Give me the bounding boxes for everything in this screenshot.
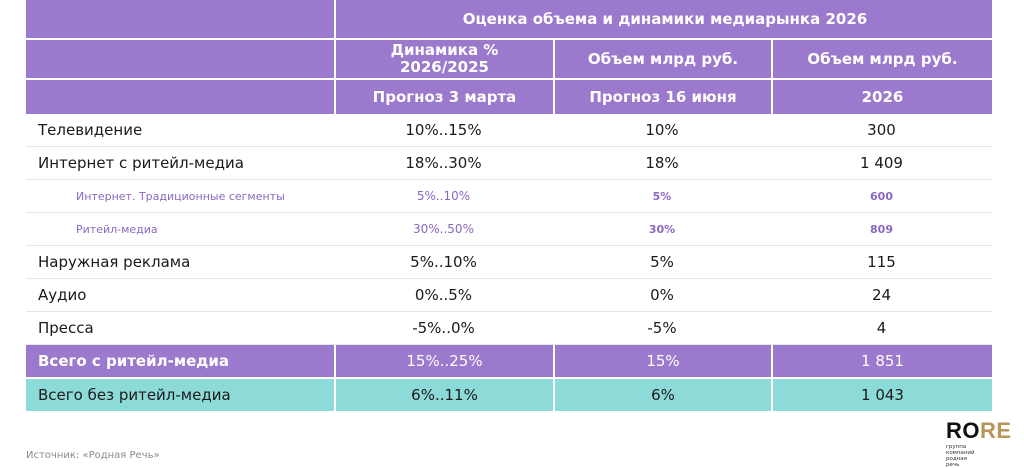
table-title: Оценка объема и динамики медиарынка 2026 bbox=[334, 0, 994, 38]
row-label: Пресса bbox=[38, 319, 94, 337]
subrow-label: Ритейл-медиа bbox=[76, 222, 158, 236]
logo-subtitle: группа компаний родная речь bbox=[946, 444, 975, 468]
total-dynamics: 15%..25% bbox=[334, 345, 553, 377]
row-label: Аудио bbox=[38, 286, 87, 304]
subrow-dynamics: 30%..50% bbox=[413, 222, 474, 236]
total-row-with-retail: Всего с ритейл-медиа 15%..25% 15% 1 851 bbox=[26, 345, 992, 379]
subrow-dynamics: 5%..10% bbox=[416, 189, 471, 203]
media-market-table: Оценка объема и динамики медиарынка 2026… bbox=[26, 0, 992, 411]
row-dynamics: 10%..15% bbox=[405, 121, 482, 139]
column-header-volume-2026: Объем млрд руб. bbox=[771, 40, 992, 78]
row-label: Наружная реклама bbox=[38, 253, 191, 271]
row-dynamics: -5%..0% bbox=[412, 319, 475, 337]
row-volume-2026: 300 bbox=[867, 121, 896, 139]
column-header-dynamics: Динамика % 2026/2025 bbox=[334, 40, 553, 78]
subrow-label: Интернет. Традиционные сегменты bbox=[76, 189, 285, 203]
logo-re: RE bbox=[980, 418, 1012, 443]
table-row: Наружная реклама 5%..10% 5% 115 bbox=[26, 246, 992, 279]
row-label: Интернет с ритейл-медиа bbox=[38, 154, 244, 172]
total-volume-forecast: 6% bbox=[553, 379, 771, 411]
table-subrow: Интернет. Традиционные сегменты 5%..10% … bbox=[26, 180, 992, 213]
column-subheader-march: Прогноз 3 марта bbox=[334, 80, 553, 114]
header-blank-cell bbox=[26, 0, 334, 38]
row-volume-forecast: 18% bbox=[645, 154, 679, 172]
row-volume-forecast: 5% bbox=[650, 253, 674, 271]
column-subheader-2026: 2026 bbox=[771, 80, 992, 114]
table-subrow: Ритейл-медиа 30%..50% 30% 809 bbox=[26, 213, 992, 246]
source-note: Источник: «Родная Речь» bbox=[26, 450, 160, 461]
rore-logo: RORE группа компаний родная речь bbox=[946, 420, 1022, 468]
subrow-volume-forecast: 5% bbox=[652, 189, 672, 203]
row-volume-2026: 1 409 bbox=[860, 154, 903, 172]
total-label: Всего с ритейл-медиа bbox=[38, 352, 229, 370]
total-row-without-retail: Всего без ритейл-медиа 6%..11% 6% 1 043 bbox=[26, 379, 992, 411]
table-row: Телевидение 10%..15% 10% 300 bbox=[26, 114, 992, 147]
column-header-volume-forecast: Объем млрд руб. bbox=[553, 40, 771, 78]
total-label: Всего без ритейл-медиа bbox=[38, 386, 231, 404]
row-volume-forecast: -5% bbox=[647, 319, 677, 337]
logo-mark: RORE bbox=[946, 420, 1022, 442]
total-volume-2026: 1 043 bbox=[771, 379, 992, 411]
logo-ro: RO bbox=[946, 418, 980, 443]
row-volume-forecast: 0% bbox=[650, 286, 674, 304]
row-dynamics: 5%..10% bbox=[410, 253, 477, 271]
row-volume-2026: 24 bbox=[871, 286, 892, 304]
table-header-top: Оценка объема и динамики медиарынка 2026 bbox=[26, 0, 992, 38]
table-row: Аудио 0%..5% 0% 24 bbox=[26, 279, 992, 312]
total-dynamics: 6%..11% bbox=[334, 379, 553, 411]
total-volume-2026: 1 851 bbox=[771, 345, 992, 377]
table-header-columns: Динамика % 2026/2025 Объем млрд руб. Объ… bbox=[26, 38, 992, 78]
table-header-sub: Прогноз 3 марта Прогноз 16 июня 2026 bbox=[26, 78, 992, 114]
header-blank-cell bbox=[26, 80, 334, 114]
header-blank-cell bbox=[26, 40, 334, 78]
table-row: Интернет с ритейл-медиа 18%..30% 18% 1 4… bbox=[26, 147, 992, 180]
row-dynamics: 0%..5% bbox=[414, 286, 473, 304]
subrow-volume-forecast: 30% bbox=[648, 222, 676, 236]
row-label: Телевидение bbox=[38, 121, 143, 139]
row-volume-2026: 115 bbox=[867, 253, 896, 271]
subrow-volume-2026: 600 bbox=[870, 189, 893, 203]
total-volume-forecast: 15% bbox=[553, 345, 771, 377]
subrow-volume-2026: 809 bbox=[870, 222, 893, 236]
table-row: Пресса -5%..0% -5% 4 bbox=[26, 312, 992, 345]
row-volume-2026: 4 bbox=[876, 319, 887, 337]
row-volume-forecast: 10% bbox=[645, 121, 679, 139]
row-dynamics: 18%..30% bbox=[405, 154, 482, 172]
column-subheader-june: Прогноз 16 июня bbox=[553, 80, 771, 114]
